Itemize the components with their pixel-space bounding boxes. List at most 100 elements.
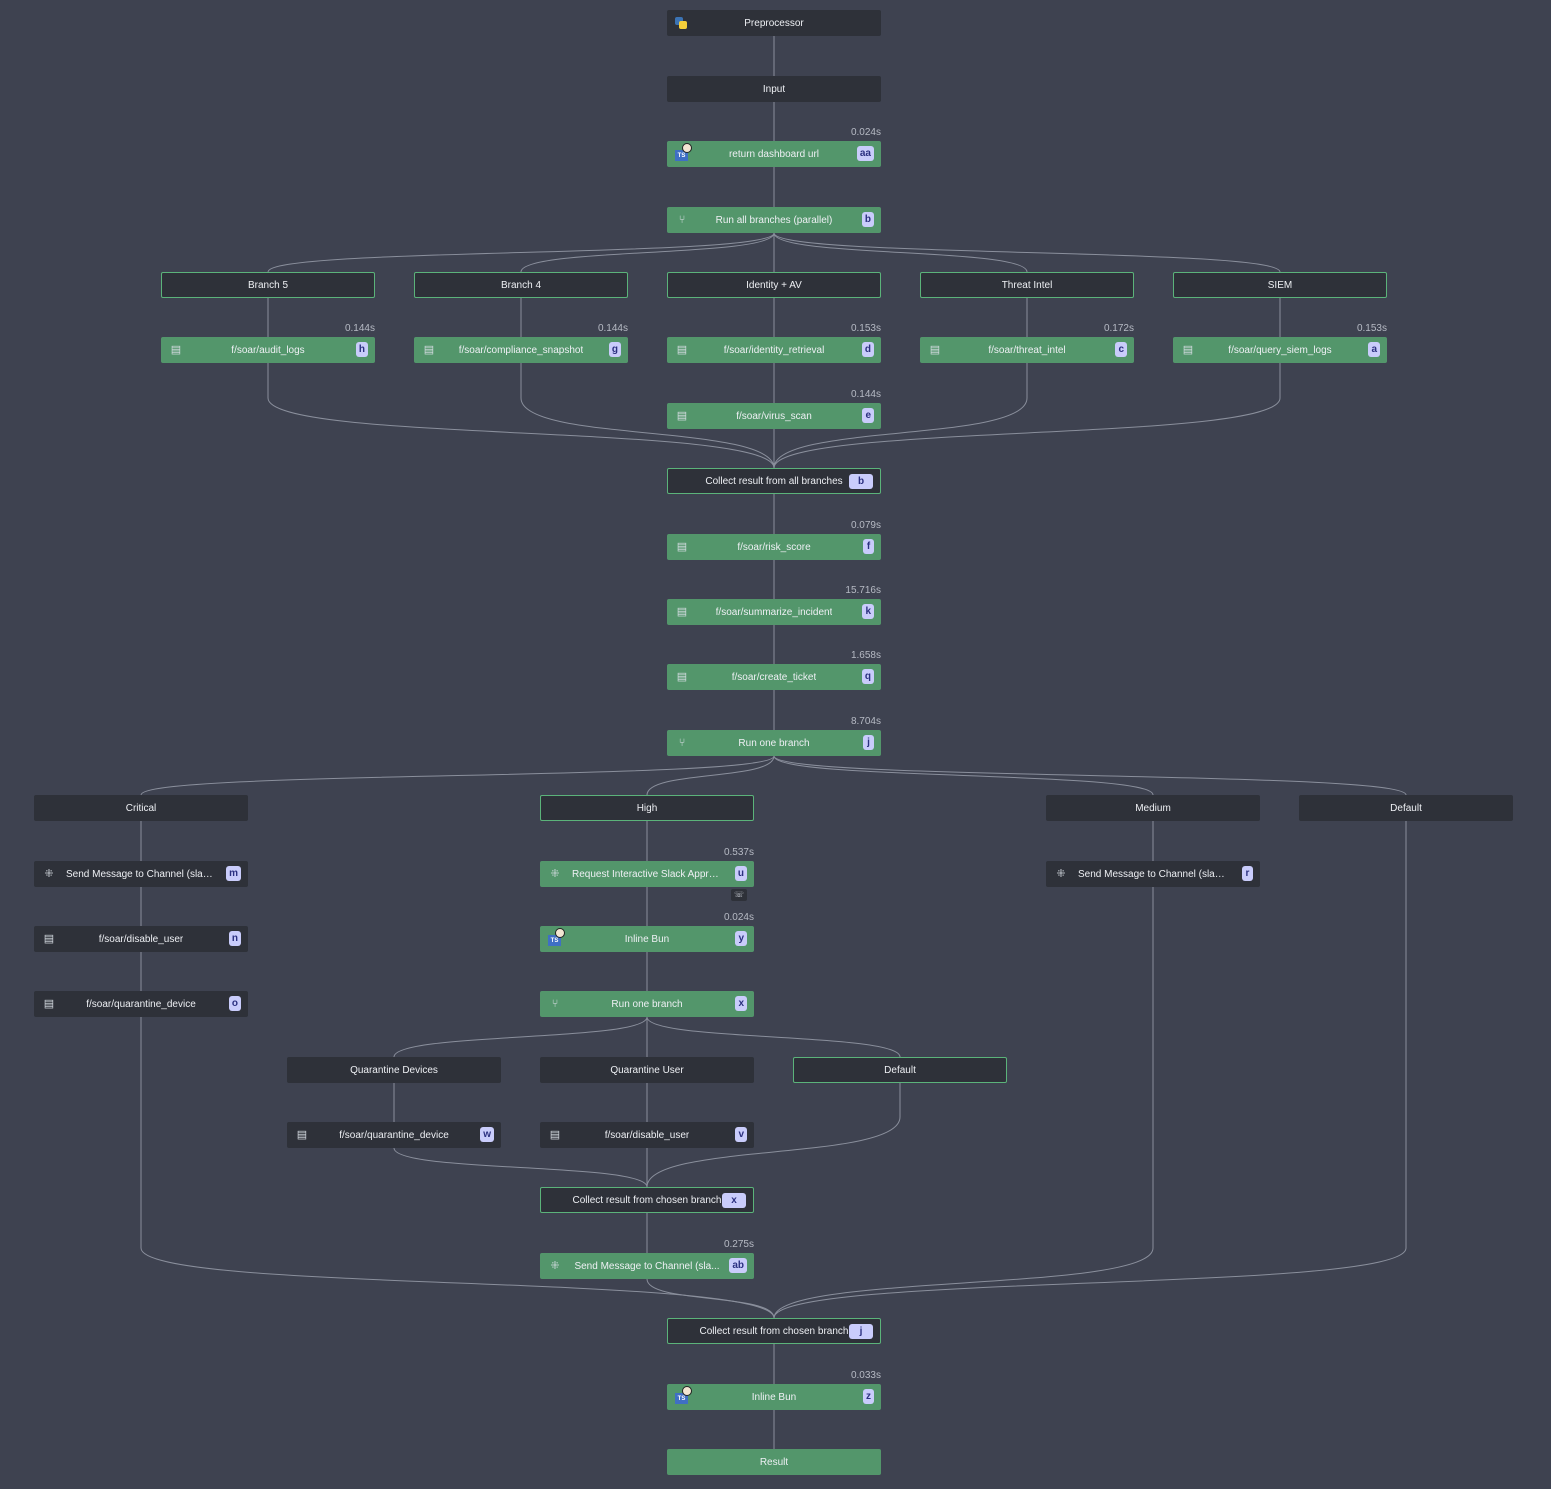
flow-node-v[interactable]: ▤ f/soar/disable_user v xyxy=(540,1122,754,1148)
node-label: Collect result from chosen branch xyxy=(699,1325,849,1337)
node-id-badge: d xyxy=(861,342,874,357)
flow-node-xc[interactable]: Collect result from chosen branch x xyxy=(540,1187,754,1213)
slack-icon: ⁜ xyxy=(550,868,560,880)
duration-label: 0.144s xyxy=(850,389,881,400)
branch-icon: ⑂ xyxy=(551,998,559,1010)
flow-node-n[interactable]: ▤ f/soar/disable_user n xyxy=(34,926,248,952)
flow-node-result[interactable]: Result xyxy=(667,1449,881,1475)
edge-b-bti xyxy=(773,232,1028,273)
flow-node-bc[interactable]: Collect result from all branches b xyxy=(667,468,881,494)
node-id-badge: c xyxy=(1115,342,1127,357)
duration-label: 15.716s xyxy=(845,585,881,596)
node-label: Identity + AV xyxy=(746,279,802,291)
flow-node-qd[interactable]: Quarantine Devices xyxy=(287,1057,501,1083)
node-label: Run all branches (parallel) xyxy=(715,214,833,226)
node-label: f/soar/query_siem_logs xyxy=(1228,344,1332,356)
node-label: Result xyxy=(759,1456,789,1468)
node-label: f/soar/audit_logs xyxy=(231,344,305,356)
flow-node-br5[interactable]: Branch 5 xyxy=(161,272,375,298)
flow-node-q[interactable]: ▤ f/soar/create_ticket q 1.658s xyxy=(667,650,881,690)
edge-def-jc xyxy=(773,821,1407,1319)
node-label: Preprocessor xyxy=(744,17,804,29)
flow-node-def[interactable]: Default xyxy=(1299,795,1513,821)
edge-x-xdef xyxy=(646,1016,901,1058)
bun-icon xyxy=(682,1386,692,1396)
node-id-badge: f xyxy=(863,539,874,554)
node-label: Run one branch xyxy=(611,998,683,1010)
duration-label: 0.024s xyxy=(723,912,754,923)
node-label: Quarantine Devices xyxy=(350,1064,438,1076)
flow-node-h[interactable]: ▤ f/soar/audit_logs h 0.144s xyxy=(161,323,375,363)
flow-node-aa[interactable]: TS return dashboard url aa 0.024s xyxy=(667,127,881,167)
duration-label: 0.144s xyxy=(344,323,375,334)
duration-label: 1.658s xyxy=(850,650,881,661)
flow-node-bid[interactable]: Identity + AV xyxy=(667,272,881,298)
flow-node-med[interactable]: Medium xyxy=(1046,795,1260,821)
node-label: f/soar/risk_score xyxy=(737,541,811,553)
node-label: Send Message to Channel (sla... xyxy=(574,1260,720,1272)
script-icon: ▤ xyxy=(676,410,688,422)
edge-x-qd xyxy=(393,1016,648,1058)
node-id-badge: a xyxy=(1368,342,1380,357)
script-icon: ▤ xyxy=(423,344,435,356)
flow-node-pre[interactable]: Preprocessor xyxy=(667,10,881,36)
flow-node-a[interactable]: ▤ f/soar/query_siem_logs a 0.153s xyxy=(1173,323,1387,363)
node-label: Critical xyxy=(125,802,157,814)
node-id-badge: k xyxy=(862,604,874,619)
flow-node-crit[interactable]: Critical xyxy=(34,795,248,821)
flow-node-high[interactable]: High xyxy=(540,795,754,821)
flow-node-j[interactable]: ⑂ Run one branch j 8.704s xyxy=(667,716,881,756)
edge-ab-jc xyxy=(646,1278,775,1319)
flow-node-input[interactable]: Input xyxy=(667,76,881,102)
script-icon: ▤ xyxy=(676,344,688,356)
flow-node-c[interactable]: ▤ f/soar/threat_intel c 0.172s xyxy=(920,323,1134,363)
flow-node-bti[interactable]: Threat Intel xyxy=(920,272,1134,298)
node-label: f/soar/summarize_incident xyxy=(715,606,833,618)
flow-node-xdef[interactable]: Default xyxy=(793,1057,1007,1083)
flow-node-qu[interactable]: Quarantine User xyxy=(540,1057,754,1083)
flow-node-u[interactable]: ⁜ Request Interactive Slack Appro... u 0.53… xyxy=(540,847,754,901)
flow-node-z[interactable]: TS Inline Bun z 0.033s xyxy=(667,1370,881,1410)
script-icon: ▤ xyxy=(549,1129,561,1141)
node-id-badge: j xyxy=(849,1324,873,1339)
node-label: Quarantine User xyxy=(610,1064,684,1076)
edge-a-bc xyxy=(773,363,1281,469)
flow-node-e[interactable]: ▤ f/soar/virus_scan e 0.144s xyxy=(667,389,881,429)
node-id-badge: m xyxy=(226,866,241,881)
flow-node-x[interactable]: ⑂ Run one branch x xyxy=(540,991,754,1017)
edge-xdef-xc xyxy=(646,1083,901,1188)
node-label: Run one branch xyxy=(738,737,810,749)
flow-node-ab[interactable]: ⁜ Send Message to Channel (sla... ab 0.275s xyxy=(540,1239,754,1279)
node-label: Collect result from all branches xyxy=(705,475,843,487)
flow-node-b[interactable]: ⑂ Run all branches (parallel) b xyxy=(667,207,881,233)
node-label: f/soar/disable_user xyxy=(98,933,184,945)
flow-node-g[interactable]: ▤ f/soar/compliance_snapshot g 0.144s xyxy=(414,323,628,363)
node-id-badge: r xyxy=(1242,866,1253,881)
typescript-icon: TS xyxy=(675,1393,688,1404)
flow-node-bsiem[interactable]: SIEM xyxy=(1173,272,1387,298)
flow-node-d[interactable]: ▤ f/soar/identity_retrieval d 0.153s xyxy=(667,323,881,363)
phone-icon[interactable]: ☏ xyxy=(731,889,747,901)
edge-b-bsiem xyxy=(773,232,1281,273)
node-label: f/soar/disable_user xyxy=(604,1129,690,1141)
node-label: SIEM xyxy=(1267,279,1293,291)
flow-node-m[interactable]: ⁜ Send Message to Channel (slack) m xyxy=(34,861,248,887)
node-label: High xyxy=(636,802,658,814)
node-id-badge: n xyxy=(228,931,241,946)
slack-icon: ⁜ xyxy=(44,868,54,880)
duration-label: 0.024s xyxy=(850,127,881,138)
node-label: Threat Intel xyxy=(1001,279,1053,291)
node-label: Branch 4 xyxy=(500,279,542,291)
flow-node-w[interactable]: ▤ f/soar/quarantine_device w xyxy=(287,1122,501,1148)
flow-node-br4[interactable]: Branch 4 xyxy=(414,272,628,298)
flow-node-o[interactable]: ▤ f/soar/quarantine_device o xyxy=(34,991,248,1017)
flow-node-f[interactable]: ▤ f/soar/risk_score f 0.079s xyxy=(667,520,881,560)
edge-j-crit xyxy=(140,755,775,796)
node-label: f/soar/quarantine_device xyxy=(86,998,196,1010)
edge-j-def xyxy=(773,755,1407,796)
flow-node-jc[interactable]: Collect result from chosen branch j xyxy=(667,1318,881,1344)
flow-node-y[interactable]: TS Inline Bun y 0.024s xyxy=(540,912,754,952)
flow-node-k[interactable]: ▤ f/soar/summarize_incident k 15.716s xyxy=(667,585,881,625)
flow-node-r[interactable]: ⁜ Send Message to Channel (slack) r xyxy=(1046,861,1260,887)
node-label: f/soar/identity_retrieval xyxy=(723,344,825,356)
